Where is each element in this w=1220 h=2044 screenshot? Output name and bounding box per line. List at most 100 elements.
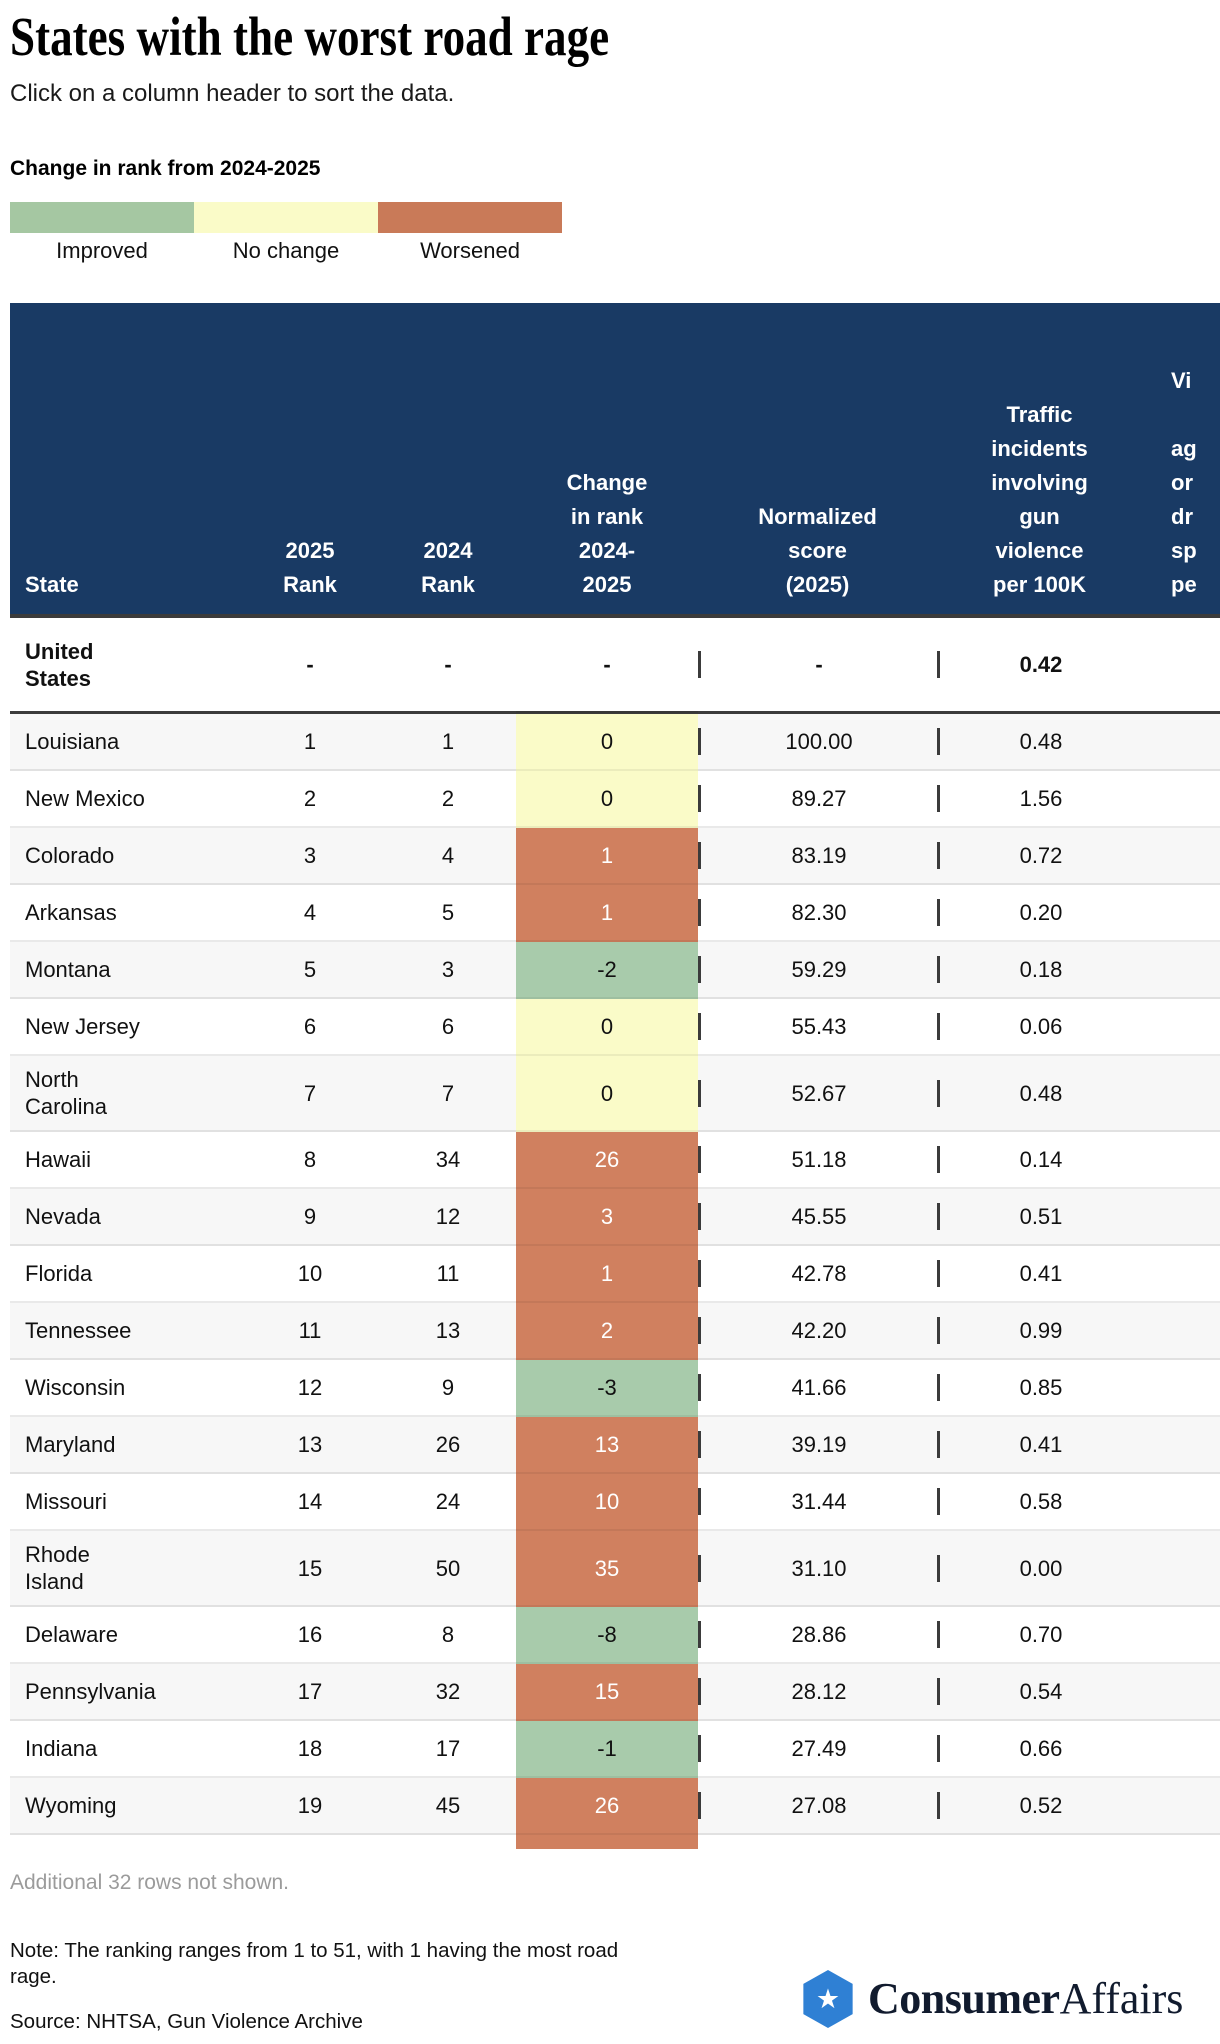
rank-2024-cell: 5 bbox=[441, 900, 455, 925]
table-row: Nevada 9 12 3 45.55 0.51 bbox=[10, 1189, 1220, 1246]
traffic-incidents-cell: 0.42 bbox=[937, 651, 1142, 678]
traffic-incidents-cell: 0.06 bbox=[937, 1013, 1142, 1040]
state-cell: New Mexico bbox=[25, 786, 145, 811]
traffic-incidents-cell: 0.70 bbox=[937, 1621, 1142, 1648]
rank-2024-cell: 6 bbox=[441, 1014, 455, 1039]
rank-2024-cell: - bbox=[444, 652, 452, 677]
normalized-score-cell: - bbox=[698, 651, 937, 678]
change-cell: 35 bbox=[516, 1531, 698, 1607]
traffic-incidents-cell: 0.85 bbox=[937, 1374, 1142, 1401]
rank-2025-cell: 6 bbox=[303, 1014, 317, 1039]
rank-2024-cell: 45 bbox=[435, 1793, 461, 1818]
traffic-incidents-cell: 1.56 bbox=[937, 785, 1142, 812]
change-cell: 13 bbox=[516, 1417, 698, 1474]
normalized-score-cell: 28.86 bbox=[698, 1621, 937, 1648]
column-header-rank2025[interactable]: 2025 Rank bbox=[283, 538, 337, 597]
traffic-incidents-cell: 0.54 bbox=[937, 1678, 1142, 1705]
rank-2025-cell: 5 bbox=[303, 957, 317, 982]
source-note: Source: NHTSA, Gun Violence Archive bbox=[10, 2010, 363, 2033]
page-title: States with the worst road rage bbox=[10, 6, 610, 67]
normalized-score-cell: 82.30 bbox=[698, 899, 937, 926]
state-cell: Pennsylvania bbox=[25, 1679, 156, 1704]
change-cell: 26 bbox=[516, 1778, 698, 1835]
traffic-incidents-cell: 0.00 bbox=[937, 1554, 1142, 1582]
table-row: Maryland 13 26 13 39.19 0.41 bbox=[10, 1417, 1220, 1474]
table-row: Delaware 16 8 -8 28.86 0.70 bbox=[10, 1607, 1220, 1664]
rank-2024-cell: 1 bbox=[441, 729, 455, 754]
state-cell: Louisiana bbox=[25, 729, 120, 754]
rank-2025-cell: 18 bbox=[297, 1736, 323, 1761]
ranking-footnote: Note: The ranking ranges from 1 to 51, w… bbox=[10, 1939, 619, 1988]
traffic-incidents-cell: 0.18 bbox=[937, 956, 1142, 983]
sort-hint-text: Click on a column header to sort the dat… bbox=[10, 80, 455, 107]
table-row: Rhode Island 15 50 35 31.10 0.00 bbox=[10, 1531, 1220, 1607]
change-cell: - bbox=[516, 618, 698, 713]
normalized-score-cell: 42.20 bbox=[698, 1317, 937, 1344]
traffic-incidents-cell: 0.99 bbox=[937, 1317, 1142, 1344]
normalized-score-cell: 45.55 bbox=[698, 1203, 937, 1230]
logo-wordmark-regular: Affairs bbox=[1059, 1974, 1184, 2023]
rank-2025-cell: 17 bbox=[297, 1679, 323, 1704]
legend-swatch-improved bbox=[10, 202, 194, 233]
legend-color-bar bbox=[10, 202, 562, 233]
change-cell: 1 bbox=[516, 1246, 698, 1303]
legend-swatch-no_change bbox=[194, 202, 378, 233]
normalized-score-cell: 51.18 bbox=[698, 1146, 937, 1173]
table-row: New Jersey 6 6 0 55.43 0.06 bbox=[10, 999, 1220, 1056]
normalized-score-cell: 41.66 bbox=[698, 1374, 937, 1401]
table-row: Montana 5 3 -2 59.29 0.18 bbox=[10, 942, 1220, 999]
state-cell: Wisconsin bbox=[25, 1375, 126, 1400]
rank-2025-cell: 10 bbox=[297, 1261, 323, 1286]
rows-not-shown-note: Additional 32 rows not shown. bbox=[10, 1871, 289, 1894]
normalized-score-cell: 100.00 bbox=[698, 728, 937, 755]
state-cell: Missouri bbox=[25, 1489, 107, 1514]
table-row: Indiana 18 17 -1 27.49 0.66 bbox=[10, 1721, 1220, 1778]
table-row: Missouri 14 24 10 31.44 0.58 bbox=[10, 1474, 1220, 1531]
rank-2025-cell: - bbox=[306, 652, 314, 677]
legend-label-worsened: Worsened bbox=[420, 238, 520, 263]
change-cell: 0 bbox=[516, 771, 698, 828]
table-row: Wisconsin 12 9 -3 41.66 0.85 bbox=[10, 1360, 1220, 1417]
normalized-score-cell: 31.44 bbox=[698, 1488, 937, 1515]
column-header-change[interactable]: Change in rank 2024- 2025 bbox=[566, 470, 648, 597]
rank-2024-cell: 8 bbox=[441, 1622, 455, 1647]
column-header-traffic[interactable]: Traffic incidents involving gun violence… bbox=[991, 402, 1088, 597]
column-header-score[interactable]: Normalized score (2025) bbox=[758, 504, 877, 597]
rank-2024-cell: 32 bbox=[435, 1679, 461, 1704]
change-cell: 1 bbox=[516, 828, 698, 885]
rank-2025-cell: 14 bbox=[297, 1489, 323, 1514]
rank-2024-cell: 4 bbox=[441, 843, 455, 868]
traffic-incidents-cell: 0.58 bbox=[937, 1488, 1142, 1515]
table-row: Hawaii 8 34 26 51.18 0.14 bbox=[10, 1132, 1220, 1189]
star-icon: ★ bbox=[815, 1983, 841, 2014]
table-body: United States - - - -0.42 Louisiana 1 1 0 100.00 0… bbox=[10, 618, 1220, 1849]
table-row: Louisiana 1 1 0 100.00 0.48 bbox=[10, 714, 1220, 771]
rank-2025-cell: 7 bbox=[303, 1080, 317, 1106]
column-header-state[interactable]: State bbox=[25, 572, 79, 597]
table-header-row: State 2025 Rank 2024 Rank Change in rank 20… bbox=[10, 303, 1220, 618]
change-cell: 26 bbox=[516, 1132, 698, 1189]
state-cell: Tennessee bbox=[25, 1318, 132, 1343]
change-cell bbox=[516, 1835, 698, 1849]
change-cell: -8 bbox=[516, 1607, 698, 1664]
legend-label-improved: Improved bbox=[56, 238, 148, 263]
rank-2024-cell: 50 bbox=[435, 1555, 461, 1581]
column-header-partial[interactable]: Vi ag or dr sp pe bbox=[1171, 368, 1197, 597]
table-row: North Carolina 7 7 0 52.67 0.48 bbox=[10, 1056, 1220, 1132]
traffic-incidents-cell: 0.14 bbox=[937, 1146, 1142, 1173]
table-row: Tennessee 11 13 2 42.20 0.99 bbox=[10, 1303, 1220, 1360]
traffic-incidents-cell: 0.66 bbox=[937, 1735, 1142, 1762]
state-cell: Indiana bbox=[25, 1736, 98, 1761]
legend-swatch-worsened bbox=[378, 202, 562, 233]
column-header-rank2024[interactable]: 2024 Rank bbox=[421, 538, 475, 597]
rank-2024-cell: 26 bbox=[435, 1432, 461, 1457]
rank-2025-cell: 15 bbox=[297, 1555, 323, 1581]
normalized-score-cell: 27.49 bbox=[698, 1735, 937, 1762]
normalized-score-cell: 31.10 bbox=[698, 1554, 937, 1582]
logo-wordmark: ConsumerAffairs bbox=[868, 1970, 1183, 2028]
state-cell: Wyoming bbox=[25, 1793, 117, 1818]
state-cell: Delaware bbox=[25, 1622, 118, 1647]
rank-2025-cell: 1 bbox=[303, 729, 317, 754]
legend-labels: Improved No change Worsened bbox=[10, 238, 562, 264]
